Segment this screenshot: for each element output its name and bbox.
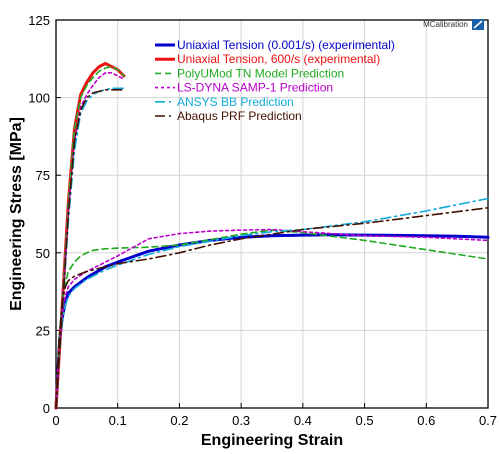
legend-label: ANSYS BB Prediction bbox=[177, 95, 294, 109]
legend-label: Abaqus PRF Prediction bbox=[177, 109, 302, 123]
x-tick-label: 0.2 bbox=[170, 413, 188, 428]
y-tick-label: 100 bbox=[28, 91, 50, 106]
y-tick-label: 0 bbox=[43, 401, 50, 416]
series-line-8 bbox=[55, 87, 125, 409]
x-tick-label: 0.4 bbox=[294, 413, 312, 428]
x-tick-label: 0.5 bbox=[356, 413, 374, 428]
x-axis-title: Engineering Strain bbox=[201, 432, 343, 449]
series-line-10 bbox=[55, 89, 125, 409]
series-line-4 bbox=[55, 65, 125, 409]
plot-area-frame bbox=[55, 19, 489, 409]
legend-label: Uniaxial Tension (0.001/s) (experimental… bbox=[177, 38, 395, 52]
logo-text: MCalibration bbox=[423, 20, 468, 29]
series-line-9 bbox=[55, 207, 489, 409]
series-line-5 bbox=[55, 228, 489, 409]
mcalibration-logo: MCalibration bbox=[423, 19, 484, 30]
y-axis-ticks: 0 25 50 75 100 125 bbox=[28, 13, 61, 416]
legend-label: LS-DYNA SAMP-1 Prediction bbox=[177, 81, 333, 95]
grid bbox=[56, 20, 488, 408]
y-tick-label: 75 bbox=[36, 168, 50, 183]
x-tick-label: 0.7 bbox=[479, 413, 497, 428]
legend-label: PolyUMod TN Model Prediction bbox=[177, 66, 344, 80]
series-group bbox=[54, 62, 490, 410]
x-tick-label: 0.1 bbox=[109, 413, 127, 428]
legend-label: Uniaxial Tension, 600/s (experimental) bbox=[177, 52, 380, 66]
y-axis-title: Engineering Stress [MPa] bbox=[8, 117, 25, 311]
y-tick-label: 125 bbox=[28, 13, 50, 28]
legend: Uniaxial Tension (0.001/s) (experimental… bbox=[155, 38, 395, 123]
logo-mark bbox=[473, 20, 483, 29]
x-axis-ticks: 0 0.1 0.2 0.3 0.4 0.5 0.6 0.7 bbox=[52, 403, 497, 428]
series-line-3 bbox=[55, 229, 489, 409]
x-tick-label: 0 bbox=[52, 413, 59, 428]
x-tick-label: 0.6 bbox=[417, 413, 435, 428]
y-tick-label: 50 bbox=[36, 246, 50, 261]
x-tick-label: 0.3 bbox=[232, 413, 250, 428]
y-tick-label: 25 bbox=[36, 323, 50, 338]
